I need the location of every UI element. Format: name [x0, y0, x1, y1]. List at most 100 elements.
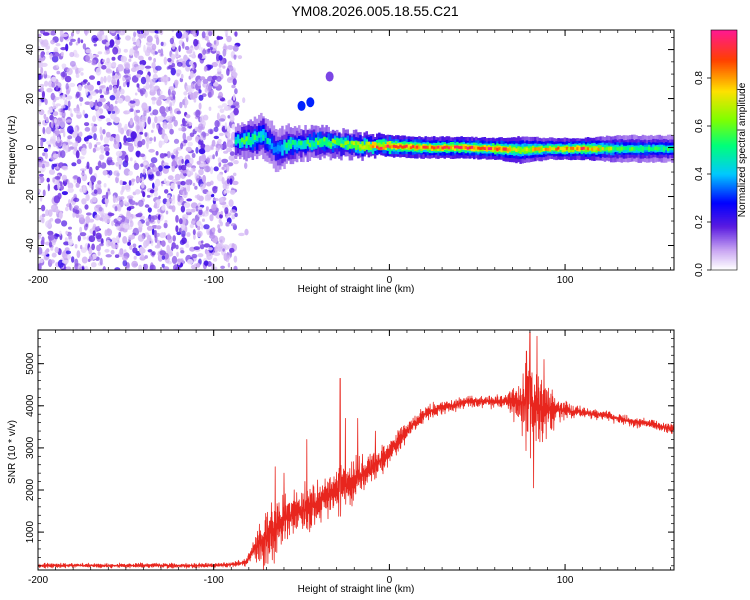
spectrogram-noise-cell [145, 137, 150, 142]
colorbar-segment [711, 94, 737, 97]
spectrogram-noise-cell [171, 255, 178, 264]
spectrogram-noise-cell [98, 206, 103, 212]
spectrogram-noise-cell [233, 107, 239, 116]
spectrogram-noise-cell [171, 62, 176, 68]
spectrogram-noise-cell [80, 168, 87, 172]
spectrogram-noise-cell [230, 79, 233, 83]
spectrogram-signal-cell [435, 146, 438, 149]
spectrogram-noise-cell [232, 94, 236, 101]
spectrogram-signal-cell [253, 134, 257, 140]
spectrogram-noise-cell [148, 168, 154, 175]
spectrogram-signal-cell [506, 148, 510, 152]
colorbar-segment [711, 232, 737, 235]
spectrogram-noise-cell [105, 191, 109, 200]
spectrogram-noise-cell [209, 166, 214, 175]
spectrogram-noise-cell [122, 236, 128, 244]
colorbar-segment [711, 44, 737, 47]
spectrogram-signal-cell [416, 145, 419, 149]
spectrogram-noise-cell [107, 212, 115, 217]
colorbar-segment [711, 152, 737, 155]
spectrogram-noise-cell [227, 132, 231, 139]
colorbar-segment [711, 194, 737, 197]
spectrogram-noise-cell [144, 65, 152, 69]
spectrogram-noise-cell [75, 91, 80, 98]
spectrogram-noise-cell [121, 185, 125, 193]
spectrogram-noise-cell [197, 206, 203, 210]
spectrogram-noise-cell [216, 36, 224, 40]
spectrogram-signal-cell [513, 147, 516, 151]
spectrogram-noise-cell [51, 81, 56, 88]
spectrogram-noise-cell [135, 119, 140, 125]
spectrogram-noise-cell [138, 264, 143, 270]
spectrogram-noise-cell [171, 165, 175, 172]
spectrogram-noise-cell [143, 110, 147, 117]
spectrogram-signal-cell [662, 147, 666, 151]
spectrogram-x-label: Height of straight line (km) [298, 284, 415, 295]
spectrogram-noise-cell [199, 183, 206, 190]
spectrogram-signal-cell [614, 146, 617, 151]
spectrogram-noise-cell [180, 180, 186, 186]
spectrogram-noise-cell [189, 93, 196, 100]
spectrogram-noise-cell [100, 134, 103, 141]
spectrogram-signal-cell [557, 146, 560, 150]
spectrogram-noise-cell [85, 87, 89, 96]
spectrogram-signal-cell [639, 147, 643, 151]
spectrogram-noise-cell [182, 132, 187, 141]
spectrogram-noise-cell [69, 51, 75, 58]
colorbar-segment [711, 150, 737, 153]
spectrogram-noise-cell [211, 227, 216, 233]
colorbar-segment [711, 212, 737, 215]
spectrogram-noise-cell [95, 138, 99, 142]
spectrogram-noise-cell [206, 191, 213, 196]
colorbar-segment [711, 64, 737, 67]
x-tick-label: -100 [204, 275, 224, 286]
colorbar-segment [711, 124, 737, 127]
spectrogram-noise-cell [125, 137, 133, 143]
spectrogram-noise-cell [217, 157, 222, 163]
spectrogram-noise-cell [139, 153, 146, 158]
spectrogram-noise-cell [69, 41, 73, 46]
spectrogram-noise-cell [166, 151, 171, 159]
spectrogram-signal-cell [336, 139, 339, 144]
spectrogram-noise-cell [56, 64, 59, 69]
spectrogram-noise-cell [126, 206, 132, 212]
spectrogram-noise-cell [212, 257, 218, 262]
spectrogram-signal-cell [317, 140, 320, 145]
colorbar-segment [711, 226, 737, 229]
spectrogram-noise-cell [89, 101, 94, 108]
x-tick-label: -200 [28, 275, 48, 286]
spectrogram-noise-cell [145, 68, 150, 72]
spectrogram-signal-cell [264, 132, 267, 145]
spectrogram-noise-cell [224, 189, 231, 194]
spectrogram-noise-cell [144, 204, 150, 208]
spectrogram-noise-cell [232, 45, 239, 52]
spectrogram-signal-cell [601, 147, 605, 151]
spectrogram-noise-cell [107, 101, 111, 107]
spectrogram-noise-cell [148, 148, 155, 153]
colorbar-segment [711, 114, 737, 117]
spectrogram-signal-cell [395, 145, 398, 149]
spectrogram-signal-cell [342, 144, 345, 148]
spectrogram-noise-cell [42, 152, 46, 157]
spectrogram-signal-cell [371, 145, 375, 149]
spectrogram-noise-cell [99, 88, 103, 94]
spectrogram-noise-cell [55, 43, 61, 47]
spectrogram-noise-cell [44, 98, 48, 106]
spectrogram-noise-cell [216, 112, 220, 121]
spectrogram-noise-cell [218, 161, 222, 167]
spectrogram-noise-cell [44, 152, 48, 160]
spectrogram-signal-cell [593, 147, 596, 151]
spectrogram-signal-cell [346, 142, 349, 150]
spectrogram-noise-cell [100, 85, 106, 89]
spectrogram-noise-cell [70, 32, 74, 37]
spectrogram-noise-cell [148, 105, 152, 112]
colorbar-segment [711, 234, 737, 237]
spectrogram-signal-cell [376, 145, 379, 149]
spectrogram-noise-cell [198, 94, 204, 101]
spectrogram-noise-cell [60, 71, 67, 78]
spectrogram-noise-cell [185, 208, 192, 213]
spectrogram-noise-cell [79, 102, 83, 107]
spectrogram-noise-cell [228, 155, 236, 161]
spectrogram-signal-cell [519, 147, 522, 151]
